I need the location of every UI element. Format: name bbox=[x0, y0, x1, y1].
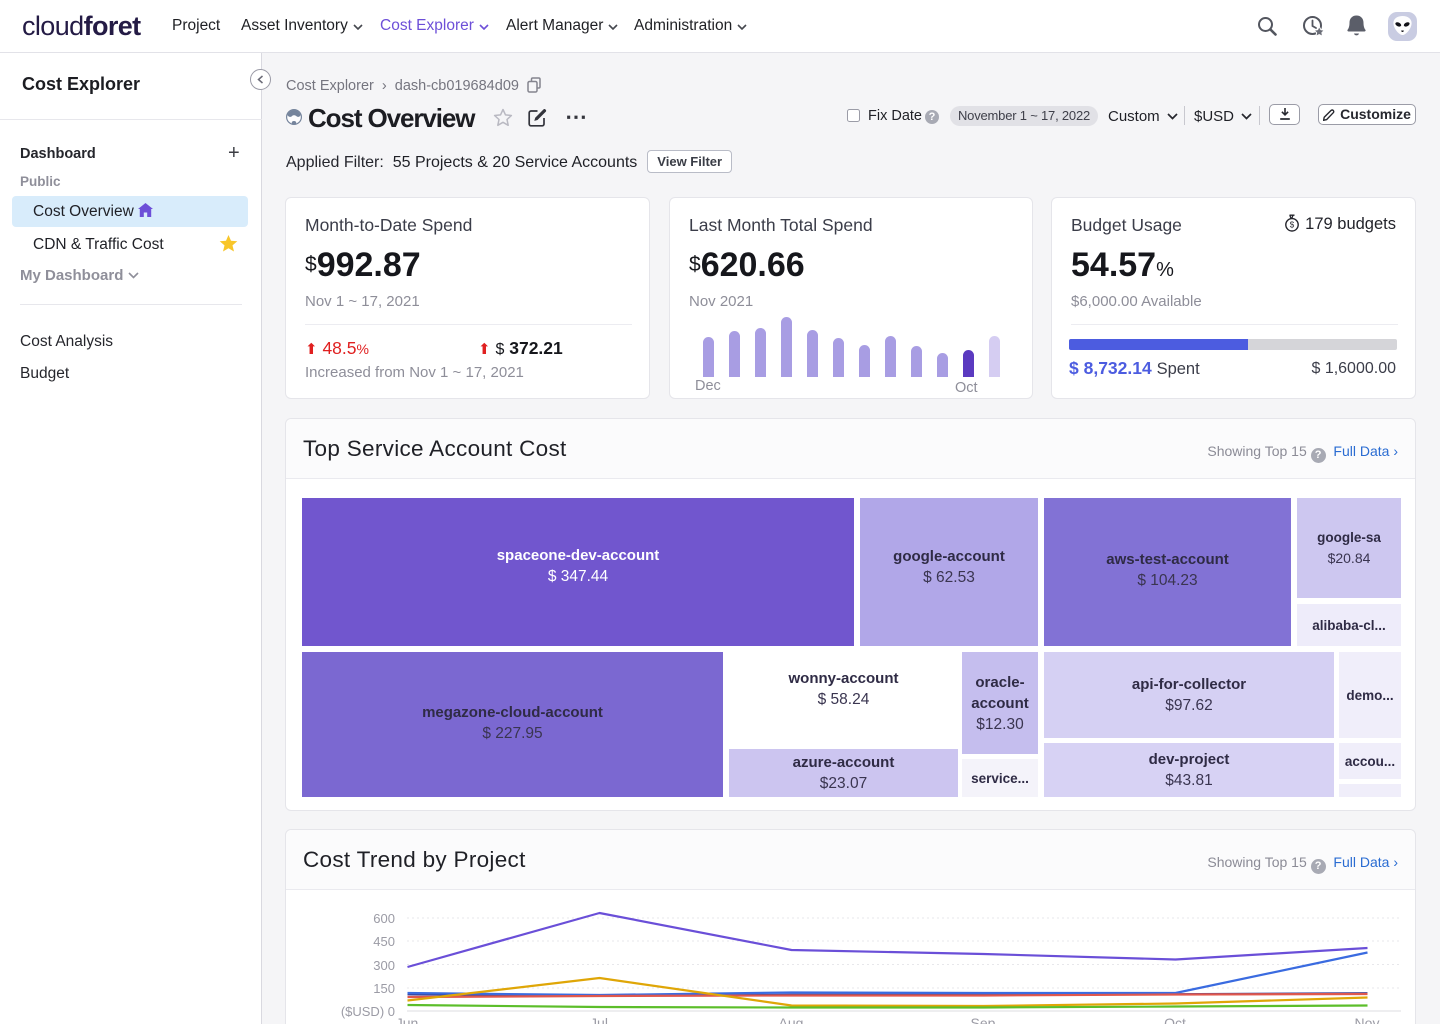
svg-text:$: $ bbox=[1290, 221, 1295, 230]
